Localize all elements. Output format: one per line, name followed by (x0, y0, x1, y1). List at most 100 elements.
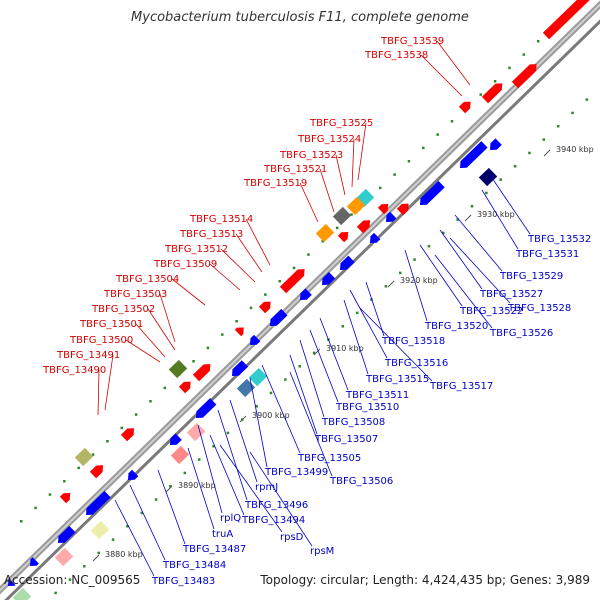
leader-line (436, 40, 471, 86)
gc-dot (226, 431, 230, 435)
scale-tick (387, 280, 395, 288)
minus-strand-gene (322, 272, 336, 285)
gc-dot (485, 191, 488, 195)
minus-strand-label: TBFG_13484 (162, 560, 226, 571)
plus-strand-label: TBFG_13500 (69, 335, 133, 346)
leader-line (449, 237, 511, 304)
gc-dot (77, 466, 80, 470)
gc-dot (407, 160, 411, 163)
minus-strand-gene (86, 490, 111, 515)
plus-strand-label: TBFG_13491 (56, 350, 120, 361)
gc-dot (456, 218, 459, 221)
plus-strand-label: TBFG_13523 (279, 150, 343, 161)
gc-dot (542, 138, 546, 141)
leader-line (434, 254, 493, 329)
scale-tick (464, 214, 472, 222)
gc-dot (255, 405, 258, 408)
scale-label: 3940 kbp (556, 145, 594, 154)
minus-strand-label: TBFG_13515 (365, 374, 429, 385)
gc-dot (522, 53, 526, 56)
leader-line (157, 469, 186, 545)
scale-ticks: 3880 kbp 3890 kbp 3900 kbp 3910 kbp 3920 kbp… (92, 145, 594, 562)
gene-box (74, 447, 94, 467)
gc-dot (249, 306, 253, 310)
leader-line (219, 444, 283, 533)
gene-box (12, 587, 32, 600)
plus-strand-label: TBFG_13513 (179, 229, 243, 240)
leader-line (209, 263, 241, 291)
leader-line (335, 154, 346, 196)
leader-line (481, 189, 519, 250)
plus-strand-gene (396, 203, 409, 216)
gc-dot (221, 333, 224, 336)
scale-tick (543, 149, 551, 157)
plus-strand-label: TBFG_13502 (91, 304, 155, 315)
gc-dot (34, 506, 37, 510)
gc-dot (378, 186, 382, 190)
leader-line (235, 233, 263, 273)
gc-dot (192, 360, 195, 363)
minus-strand-label: TBFG_13507 (314, 434, 378, 445)
gc-dot (341, 325, 345, 328)
gene-box (54, 547, 74, 567)
leader-line (217, 409, 248, 501)
plus-strand-gene (337, 232, 349, 243)
plus-strand-gene (511, 64, 537, 89)
scale-label: 3890 kbp (178, 481, 216, 490)
scale-tick (165, 485, 173, 493)
leader-line (249, 451, 313, 547)
leader-line (104, 354, 114, 411)
plus-strand-label: TBFG_13519 (243, 178, 307, 189)
gc-dot (470, 205, 474, 208)
minus-strand-label: TBFG_13483 (151, 576, 215, 587)
gc-dot (126, 525, 129, 528)
scale-tick (313, 348, 321, 356)
leader-line (404, 249, 428, 322)
leader-line (147, 308, 176, 351)
leader-line (439, 229, 483, 290)
minus-strand-label: TBFG_13518 (381, 336, 445, 347)
minus-strand-gene (420, 180, 445, 205)
gc-dot (235, 320, 238, 323)
plus-strand-label: TBFG_13525 (309, 118, 373, 129)
minus-strand-label: TBFG_13496 (244, 500, 308, 511)
minus-strand-label: TBFG_13505 (297, 453, 361, 464)
gc-dot (106, 440, 109, 443)
gc-dot (493, 80, 497, 83)
gc-dot (436, 133, 439, 136)
plus-strand-label: TBFG_13539 (380, 36, 444, 47)
gc-dot (284, 378, 287, 381)
gc-dot (48, 493, 52, 496)
leader-line (135, 323, 166, 358)
gc-dot (499, 178, 502, 181)
gc-dot (149, 400, 152, 403)
leader-line (261, 364, 301, 454)
gc-dot (450, 120, 454, 123)
leader-line (171, 278, 206, 306)
gc-dots (20, 0, 589, 595)
leader-line (289, 371, 333, 477)
minus-strand-label: TBFG_13487 (182, 544, 246, 555)
leader-line (319, 317, 349, 391)
gc-dot (134, 413, 138, 416)
plus-strand-gene (120, 428, 135, 442)
plus-strand-label: TBFG_13521 (263, 164, 327, 175)
gc-dot (413, 258, 416, 261)
minus-strand-label: rpmJ (255, 482, 278, 493)
plus-strand-gene (192, 364, 211, 382)
plus-strand-label: TBFG_13504 (115, 274, 179, 285)
minus-strand-label: TBFG_13528 (507, 303, 571, 314)
leader-line (125, 339, 161, 363)
gc-dot (97, 551, 100, 555)
gene-box (315, 223, 335, 243)
minus-strand-gene (8, 578, 16, 586)
plus-strand-label: TBFG_13512 (164, 244, 228, 255)
gc-dot (292, 266, 296, 270)
minus-strand-label: TBFG_13508 (321, 417, 385, 428)
gc-dot (120, 426, 124, 430)
plus-strand-gene (481, 83, 503, 104)
minus-strand-label: TBFG_13522 (459, 306, 523, 317)
leader-line (420, 54, 463, 97)
scale-label: 3900 kbp (252, 411, 290, 420)
gc-dot (91, 453, 95, 456)
